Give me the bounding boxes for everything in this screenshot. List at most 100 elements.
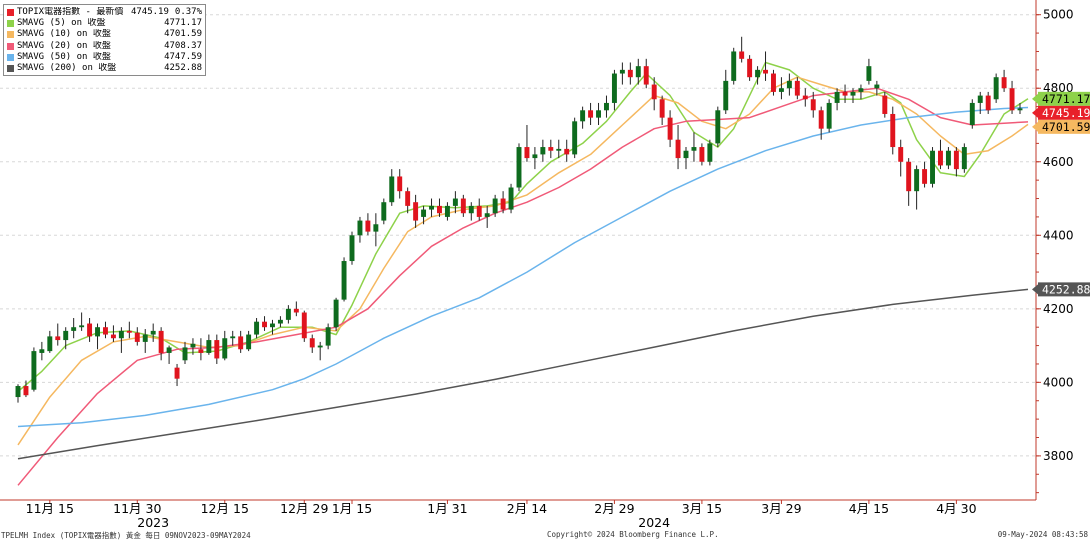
candle (142, 329, 148, 353)
candle-body (580, 110, 586, 122)
candle (890, 106, 896, 155)
candle (755, 66, 761, 85)
candle-body (532, 154, 538, 159)
candle-body (786, 80, 792, 89)
candle (31, 347, 37, 392)
candle-body (166, 347, 172, 353)
legend-item-sma200[interactable]: SMAVG (200) on 收盤 4252.88 (7, 63, 202, 74)
candle-body (389, 176, 395, 203)
candle-body (452, 198, 458, 206)
candle (190, 338, 196, 355)
candle-body (675, 139, 681, 159)
legend[interactable]: TOPIX電器指數 - 最新價 4745.19 0.37% SMAVG (5) … (3, 4, 206, 76)
candle-body (238, 336, 244, 350)
candle (771, 69, 776, 96)
x-tick-label: 11月 15 (26, 501, 74, 516)
candle (858, 84, 864, 100)
candle (691, 132, 697, 162)
candle (826, 99, 832, 133)
y-tick-label: 3800 (1043, 449, 1074, 463)
candle (246, 330, 252, 352)
candle (659, 95, 665, 125)
candle (15, 384, 21, 403)
x-tick-label: 3月 29 (761, 501, 801, 516)
legend-item-price[interactable]: TOPIX電器指數 - 最新價 4745.19 0.37% (7, 7, 202, 18)
candle-body (969, 102, 975, 125)
candle (55, 323, 61, 346)
candle (794, 77, 800, 100)
legend-value: 4708.37 (164, 40, 202, 51)
candle-body (659, 99, 665, 118)
legend-item-sma20[interactable]: SMAVG (20) on 收盤 4708.37 (7, 41, 202, 52)
candle (452, 191, 458, 214)
legend-swatch (7, 53, 14, 61)
candle (898, 139, 904, 177)
legend-swatch (7, 31, 14, 39)
candle-body (508, 187, 514, 210)
candle (731, 47, 737, 85)
legend-item-sma5[interactable]: SMAVG (5) on 收盤 4771.17 (7, 18, 202, 29)
candle (707, 139, 713, 166)
candle-body (667, 117, 673, 140)
candle (238, 330, 244, 353)
candle (206, 334, 212, 355)
candle (95, 323, 100, 350)
candle (118, 327, 124, 353)
candle-body (476, 205, 482, 217)
candle-body (945, 150, 951, 166)
candle-body (953, 150, 959, 170)
candle (961, 143, 967, 173)
candle-body (95, 327, 100, 337)
candle (953, 147, 959, 177)
candle-body (707, 143, 713, 162)
candle-body (206, 340, 212, 353)
legend-value: 4745.19 (130, 7, 169, 17)
candle (460, 194, 466, 217)
candle-body (222, 338, 228, 359)
price-tag-label: 4771.17 (1042, 92, 1090, 106)
candle-body (635, 66, 641, 78)
candle-body (79, 325, 85, 328)
candle (444, 202, 450, 221)
candle (79, 312, 85, 331)
candle (651, 77, 657, 111)
candle (667, 110, 673, 148)
candle-body (39, 349, 45, 353)
candle-body (317, 345, 323, 348)
candle (977, 91, 983, 114)
price-tag-pointer (1032, 93, 1038, 104)
candle-body (643, 66, 649, 85)
legend-item-sma50[interactable]: SMAVG (50) on 收盤 4747.59 (7, 52, 202, 63)
candle-body (182, 347, 188, 361)
legend-value: 4701.59 (164, 29, 202, 40)
candle-body (715, 110, 721, 144)
candle-body (961, 147, 967, 170)
candle (969, 99, 975, 129)
candle-body (429, 205, 434, 210)
candle (333, 297, 339, 331)
candle-body (55, 336, 61, 341)
candle-body (118, 330, 124, 339)
candle-body (596, 110, 601, 118)
candle (604, 95, 609, 118)
candle-body (1017, 108, 1023, 111)
price-tag: 4701.59 (1032, 119, 1090, 134)
candle-body (755, 69, 761, 78)
candle (174, 363, 180, 387)
y-tick-label: 4200 (1043, 302, 1074, 316)
legend-swatch (7, 42, 14, 50)
candle (47, 330, 53, 353)
price-tag: 4252.88 (1032, 282, 1090, 297)
price-tag-box (1038, 91, 1090, 106)
legend-item-sma10[interactable]: SMAVG (10) on 收盤 4701.59 (7, 29, 202, 40)
x-tick-label: 2月 29 (594, 501, 634, 516)
candle-body (23, 386, 29, 396)
x-axis-tick-labels: 11月 15 11月 30 12月 15 12月 29 1月 15 1月 31 2月 14 2… (26, 501, 977, 530)
candle-body (556, 148, 562, 151)
candle-body (794, 80, 800, 96)
candle (23, 380, 29, 398)
candle (866, 58, 872, 85)
candle (1001, 69, 1007, 92)
candle-body (437, 205, 442, 214)
